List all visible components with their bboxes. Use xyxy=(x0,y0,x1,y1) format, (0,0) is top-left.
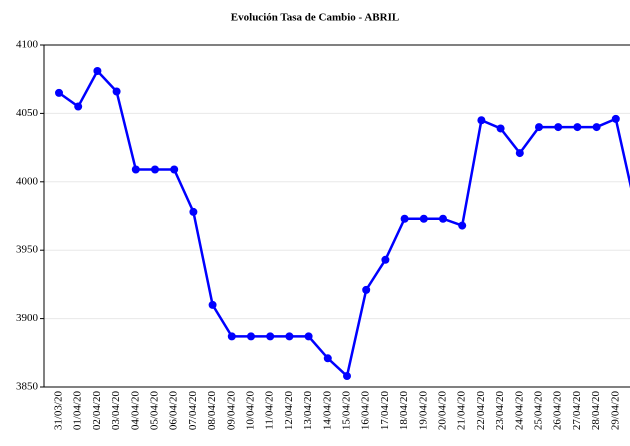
point xyxy=(208,300,217,309)
x-tick-label: 08/04/20 xyxy=(206,391,218,431)
point xyxy=(592,123,601,132)
x-tick-label: 12/04/20 xyxy=(283,391,295,431)
point xyxy=(170,165,179,174)
x-tick-label: 07/04/20 xyxy=(187,391,199,431)
x-tick-label: 15/04/20 xyxy=(341,391,353,431)
point xyxy=(323,354,332,363)
x-tick-label: 11/04/20 xyxy=(264,391,276,430)
line xyxy=(58,68,630,379)
x-tick-label: 05/04/20 xyxy=(149,391,161,431)
x-tick-label: 10/04/20 xyxy=(245,391,257,431)
point xyxy=(477,116,486,125)
x-tick-label: 26/04/20 xyxy=(552,391,564,431)
x-tick-label: 29/04/20 xyxy=(609,391,621,431)
x-tick-label: 19/04/20 xyxy=(417,391,429,431)
x-tick-label: 01/04/20 xyxy=(72,391,84,431)
point xyxy=(74,102,83,111)
x-tick-label: 28/04/20 xyxy=(590,391,602,431)
y-tick-label: 4000 xyxy=(16,175,39,187)
point xyxy=(535,123,543,132)
x-tick-label: 21/04/20 xyxy=(456,391,468,431)
point xyxy=(93,66,102,75)
point xyxy=(458,221,467,230)
point xyxy=(515,149,524,158)
x-tick-label: 24/04/20 xyxy=(513,391,525,431)
x-tick-label: 04/04/20 xyxy=(129,391,141,431)
x-tick-label: 13/04/20 xyxy=(302,391,314,431)
point xyxy=(131,165,140,174)
point xyxy=(304,332,313,341)
point xyxy=(573,123,582,132)
x-tick-label: 09/04/20 xyxy=(225,391,237,431)
point xyxy=(554,123,563,132)
x-tick-label: 16/04/20 xyxy=(360,391,372,431)
point xyxy=(247,332,255,341)
x-tick-label: 06/04/20 xyxy=(168,391,180,431)
point xyxy=(439,214,447,223)
x-tick-label: 14/04/20 xyxy=(321,391,333,431)
x-tick-label: 03/04/20 xyxy=(110,391,122,431)
point xyxy=(227,332,236,341)
x-tick-label: 27/04/20 xyxy=(571,391,583,431)
x-tick-label: 20/04/20 xyxy=(437,391,449,431)
x-tick-label: 18/04/20 xyxy=(398,391,410,431)
x-tick-label: 02/04/20 xyxy=(91,391,103,431)
x-tick-label: 22/04/20 xyxy=(475,391,487,431)
point xyxy=(285,332,294,341)
y-tick-label: 3950 xyxy=(16,244,39,256)
point xyxy=(189,207,198,216)
point xyxy=(381,255,390,264)
x-tick-label: 30/04/20 xyxy=(629,391,630,431)
point xyxy=(266,332,275,341)
x-tick-label: 25/04/20 xyxy=(533,391,545,431)
chart-title: Evolución Tasa de Cambio - ABRIL xyxy=(231,12,399,24)
x-tick-label: 17/04/20 xyxy=(379,391,391,431)
point xyxy=(343,372,351,381)
point xyxy=(400,214,409,223)
point xyxy=(151,165,159,174)
x-tick-label: 23/04/20 xyxy=(494,391,506,431)
y-tick-label: 3900 xyxy=(16,312,39,324)
y-tick-label: 4100 xyxy=(16,39,39,51)
point xyxy=(419,214,428,223)
point xyxy=(496,124,505,133)
x-tick-label: 31/03/20 xyxy=(53,391,65,431)
point xyxy=(55,88,63,97)
y-tick-label: 4050 xyxy=(16,107,39,119)
point xyxy=(611,114,620,123)
point xyxy=(362,285,371,294)
y-tick-label: 3850 xyxy=(16,381,39,393)
point xyxy=(112,87,121,96)
